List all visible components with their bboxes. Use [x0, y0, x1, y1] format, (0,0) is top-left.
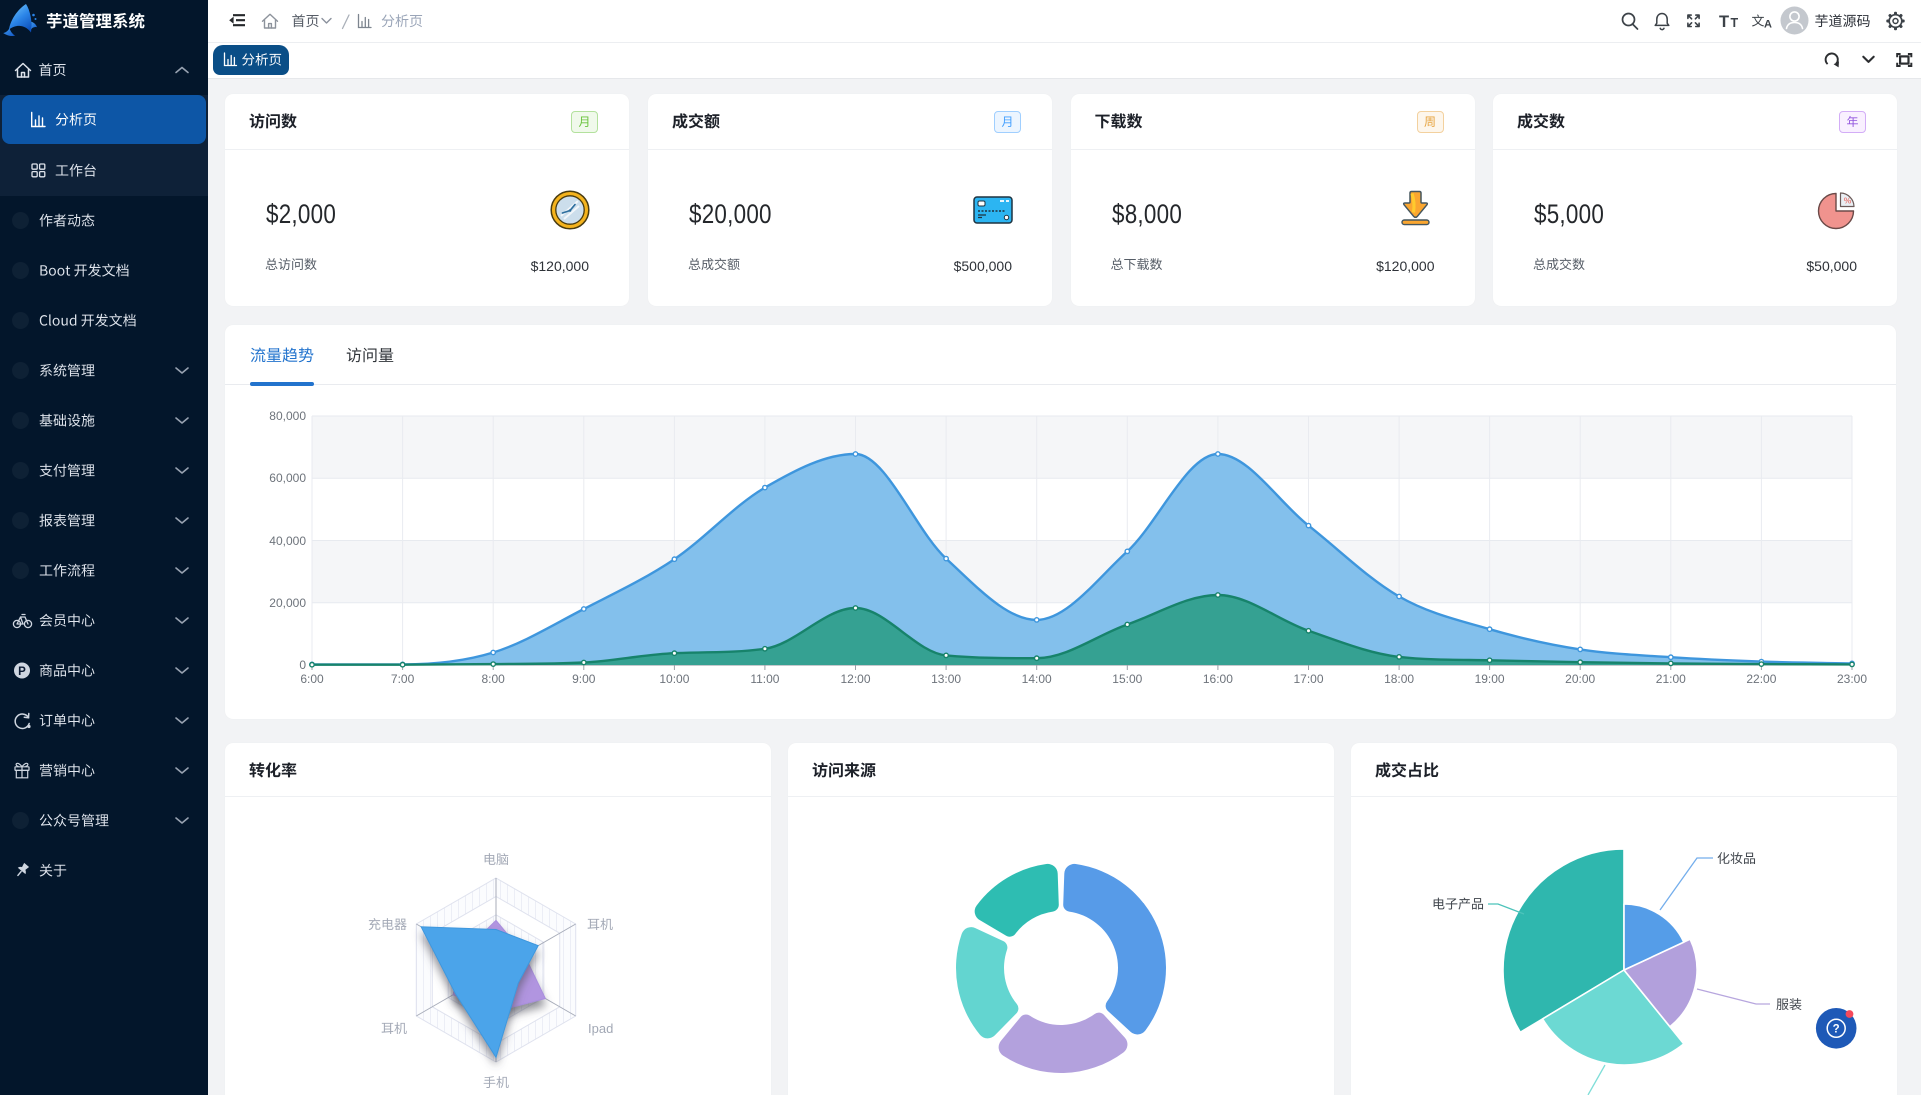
- svg-text:T: T: [1731, 16, 1739, 30]
- svg-text:%: %: [1844, 196, 1852, 206]
- svg-text:T: T: [1719, 13, 1729, 31]
- svg-text:A: A: [1764, 19, 1772, 31]
- svg-text:Ipad: Ipad: [588, 1021, 613, 1036]
- svg-text:P: P: [18, 666, 26, 678]
- svg-text:?: ?: [1833, 1024, 1840, 1036]
